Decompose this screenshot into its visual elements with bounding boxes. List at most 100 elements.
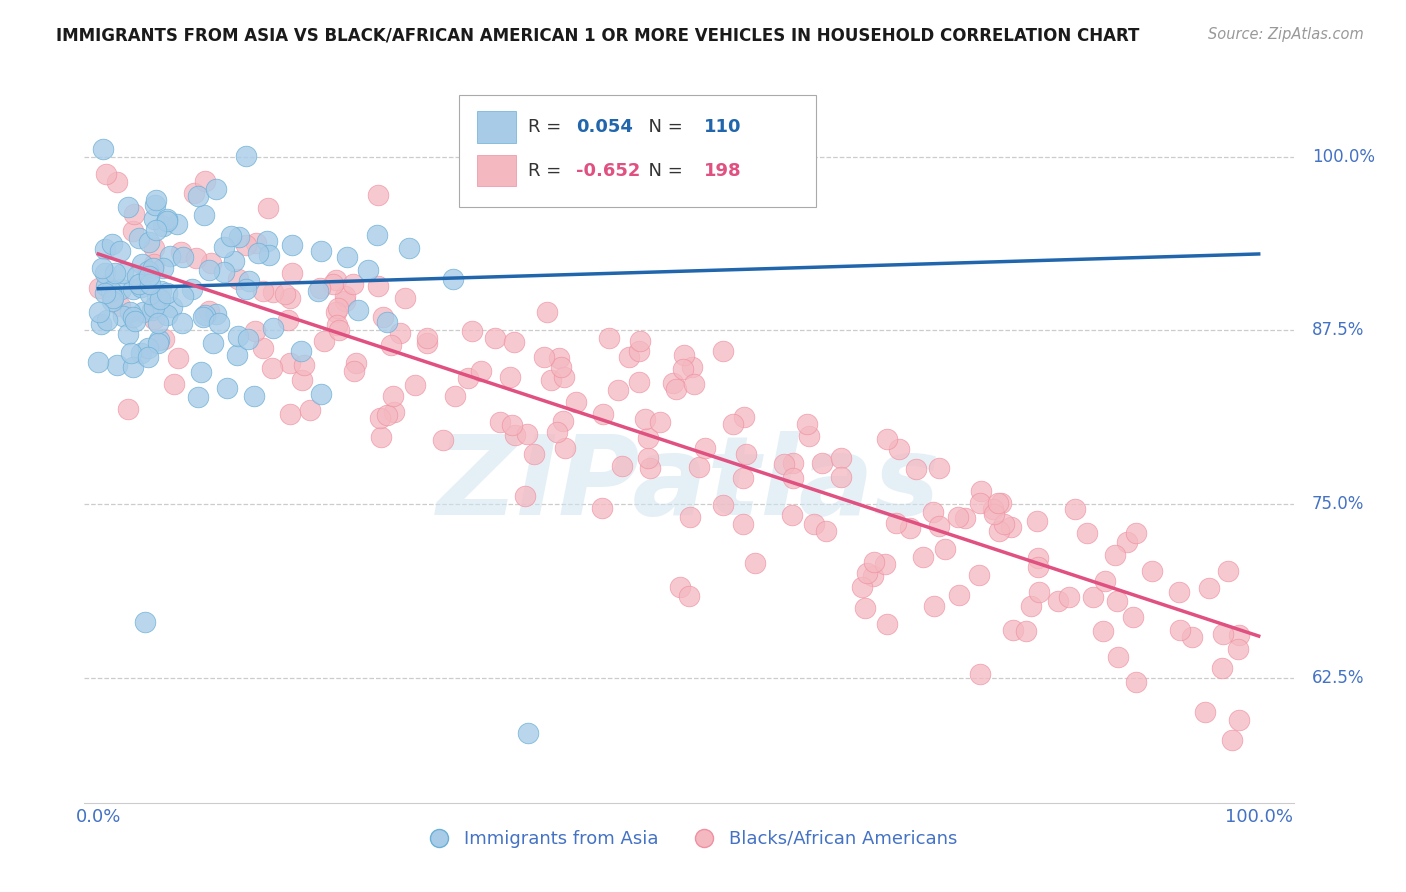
Point [1142, 565, 1164, 579]
Point [278, 356, 301, 370]
Point [546, 425, 568, 439]
Point [309, 387, 332, 401]
Point [370, 430, 392, 444]
Point [131, 257, 153, 271]
Text: 100.0%: 100.0% [1312, 148, 1375, 166]
Point [981, 502, 1004, 516]
Point [187, 390, 209, 404]
Point [900, 521, 922, 535]
Text: ZIPatlas: ZIPatlas [437, 432, 941, 539]
Text: 198: 198 [703, 161, 741, 179]
Point [1125, 526, 1147, 541]
Text: -0.652: -0.652 [576, 161, 641, 179]
Point [262, 285, 284, 300]
Point [634, 412, 657, 426]
Point [695, 441, 717, 455]
Point [505, 428, 527, 442]
Point [1014, 624, 1036, 638]
Point [1168, 624, 1191, 638]
Point [247, 246, 270, 260]
Point [205, 308, 228, 322]
Point [104, 266, 127, 280]
Point [134, 615, 156, 630]
Point [121, 310, 143, 325]
Point [96, 313, 118, 327]
Point [156, 286, 179, 301]
Text: N =: N = [637, 161, 689, 179]
Point [638, 460, 661, 475]
Point [683, 377, 706, 392]
Point [904, 462, 927, 476]
Point [1115, 535, 1137, 549]
Point [110, 282, 132, 296]
Point [108, 299, 131, 313]
Point [678, 589, 700, 603]
Point [665, 382, 688, 396]
Point [371, 310, 394, 324]
Point [309, 280, 332, 294]
Point [1107, 649, 1129, 664]
Point [138, 268, 160, 283]
Point [166, 351, 188, 365]
Point [617, 350, 640, 364]
Point [132, 305, 155, 319]
Point [990, 496, 1012, 510]
Point [235, 149, 257, 163]
Point [501, 417, 523, 432]
Point [987, 524, 1010, 538]
Point [953, 511, 976, 525]
Point [141, 302, 163, 317]
Point [139, 287, 162, 301]
Point [983, 507, 1005, 521]
Point [121, 360, 143, 375]
Point [987, 496, 1010, 510]
Point [336, 250, 359, 264]
Text: R =: R = [529, 161, 567, 179]
Point [262, 320, 284, 334]
Point [149, 292, 172, 306]
Point [928, 461, 950, 475]
Point [120, 346, 142, 360]
Point [198, 263, 221, 277]
Point [650, 416, 672, 430]
Point [1216, 565, 1239, 579]
Point [89, 281, 111, 295]
Point [200, 256, 222, 270]
FancyBboxPatch shape [478, 112, 516, 143]
Point [1076, 525, 1098, 540]
Point [152, 261, 174, 276]
Point [457, 370, 479, 384]
Point [159, 249, 181, 263]
Point [124, 207, 146, 221]
Point [225, 348, 247, 362]
Point [312, 334, 335, 348]
Point [681, 359, 703, 374]
Point [238, 274, 260, 288]
Point [679, 510, 702, 524]
Point [523, 447, 546, 461]
Point [1212, 626, 1234, 640]
Text: 110: 110 [703, 119, 741, 136]
Point [281, 238, 304, 252]
Point [1028, 550, 1050, 565]
Point [160, 300, 183, 314]
Point [347, 302, 370, 317]
Point [851, 580, 873, 594]
Point [117, 401, 139, 416]
Point [101, 293, 124, 308]
Point [245, 236, 267, 251]
Point [733, 516, 755, 531]
Point [876, 432, 898, 446]
Point [565, 395, 588, 409]
Point [307, 284, 329, 298]
Point [1028, 584, 1050, 599]
Point [1194, 705, 1216, 719]
Point [598, 331, 620, 345]
Point [94, 242, 117, 256]
Point [444, 389, 467, 403]
Point [148, 316, 170, 330]
Point [294, 358, 316, 372]
Point [236, 332, 259, 346]
Point [105, 176, 128, 190]
Point [105, 359, 128, 373]
